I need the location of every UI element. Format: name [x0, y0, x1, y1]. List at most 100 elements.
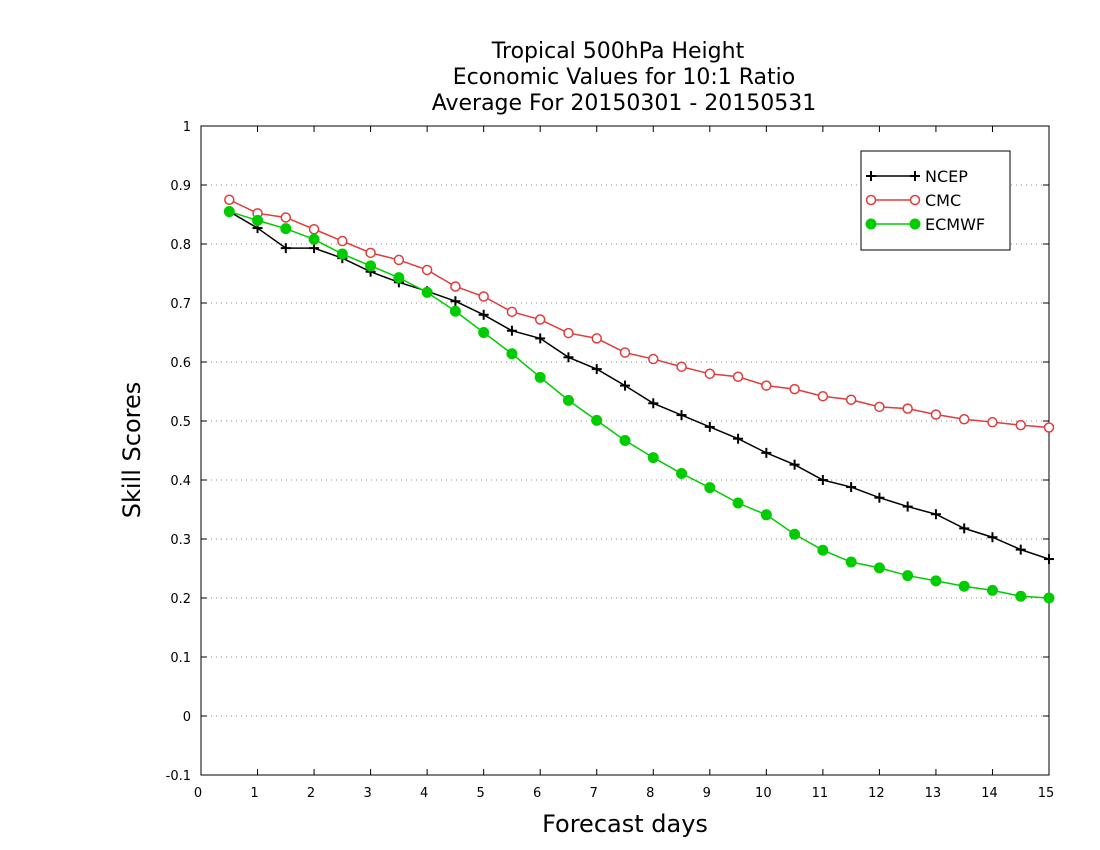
x-tick-label: 10: [755, 786, 772, 801]
data-point-ecmwf: [704, 482, 716, 494]
x-tick-label: 8: [646, 786, 654, 801]
data-point-ncep: [959, 523, 970, 534]
x-axis-label: Forecast days: [542, 810, 708, 838]
data-point-cmc: [789, 383, 800, 395]
legend-label-ncep: NCEP: [925, 167, 968, 186]
data-point-ecmwf: [619, 434, 631, 446]
data-point-ncep: [563, 352, 574, 363]
data-point-ecmwf: [986, 584, 998, 596]
data-point-ncep: [902, 501, 913, 512]
data-point-cmc: [421, 264, 433, 276]
data-point-ncep: [676, 410, 687, 421]
data-point-cmc: [761, 380, 772, 391]
data-point-cmc: [732, 371, 744, 382]
data-point-ecmwf: [562, 394, 574, 406]
y-tick-label: 0.2: [170, 592, 191, 607]
series-line-ncep: [228, 210, 1050, 560]
data-point-ecmwf: [393, 272, 405, 284]
data-point-ncep: [817, 475, 828, 485]
data-point-ecmwf: [930, 575, 942, 587]
x-tick-label: 15: [1038, 786, 1055, 801]
x-tick-label: 11: [812, 786, 829, 801]
data-point-ecmwf: [534, 371, 546, 383]
data-point-cmc: [280, 212, 292, 223]
data-point-ecmwf: [902, 570, 914, 582]
data-point-ncep: [704, 421, 715, 432]
data-point-ecmwf: [817, 544, 829, 556]
legend-marker-ecmwf: [865, 218, 877, 230]
data-point-ncep: [648, 398, 659, 409]
data-point-cmc: [817, 390, 829, 402]
legend-marker-cmc: [909, 194, 921, 206]
grid-lines: [201, 184, 1049, 717]
data-point-ncep: [506, 325, 517, 336]
series-ecmwf: [223, 206, 1055, 604]
y-tick-label: 1: [183, 120, 191, 135]
data-point-cmc: [1043, 422, 1055, 433]
data-point-cmc: [958, 413, 970, 425]
data-point-ecmwf: [873, 562, 885, 574]
data-point-ecmwf: [280, 223, 292, 235]
x-tick-label: 9: [703, 786, 711, 801]
data-point-ecmwf: [591, 414, 603, 426]
data-point-ecmwf: [365, 260, 377, 272]
data-point-ecmwf: [336, 248, 348, 260]
data-point-ncep: [846, 482, 857, 493]
x-axis: 0 1 2 3 4 5 6 7 8 9 10 11 12 13 14 15: [194, 126, 1054, 801]
data-point-cmc: [1015, 419, 1026, 431]
data-point-ecmwf: [421, 286, 433, 298]
data-point-ncep: [761, 447, 772, 458]
x-tick-label: 13: [925, 786, 942, 801]
data-point-ecmwf: [760, 509, 772, 521]
x-tick-label: 1: [250, 786, 258, 801]
title-line-2: Economic Values for 10:1 Ratio: [453, 65, 795, 90]
data-point-ncep: [591, 364, 602, 375]
x-tick-label: 5: [477, 786, 485, 801]
data-point-ncep: [874, 492, 885, 503]
data-point-ncep: [987, 532, 998, 543]
data-point-ncep: [450, 296, 461, 307]
data-point-ecmwf: [1015, 590, 1027, 602]
data-point-ecmwf: [845, 556, 857, 568]
data-point-ecmwf: [506, 348, 518, 360]
data-point-ncep: [535, 333, 546, 344]
chart-title: Tropical 500hPa Height Economic Values f…: [432, 39, 817, 116]
data-point-ecmwf: [308, 233, 320, 245]
legend-label-ecmwf: ECMWF: [925, 215, 985, 234]
data-point-ncep: [733, 433, 744, 444]
legend-marker-ncep: [910, 171, 920, 181]
y-tick-label: 0.6: [170, 356, 191, 371]
x-tick-label: 12: [868, 786, 885, 801]
data-point-cmc: [365, 247, 376, 259]
data-point-ecmwf: [1043, 592, 1055, 604]
x-tick-label: 14: [981, 786, 998, 801]
data-point-ecmwf: [676, 468, 688, 480]
data-point-ncep: [620, 380, 630, 391]
series-cmc: [224, 194, 1055, 433]
data-point-cmc: [845, 394, 857, 406]
data-point-cmc: [648, 353, 659, 365]
title-line-1: Tropical 500hPa Height: [491, 39, 745, 64]
y-tick-label: 0.9: [170, 179, 191, 194]
data-point-ecmwf: [252, 214, 264, 226]
series-line-ecmwf: [229, 210, 1050, 599]
y-tick-label: 0.8: [170, 238, 191, 253]
data-point-ecmwf: [958, 580, 970, 592]
series-ncep: [224, 206, 1054, 565]
data-point-cmc: [393, 254, 405, 266]
data-point-cmc: [704, 368, 716, 380]
x-tick-label: 7: [590, 786, 598, 801]
legend-label-cmc: CMC: [925, 191, 961, 210]
y-tick-label: 0.5: [170, 415, 191, 430]
data-point-ecmwf: [478, 327, 490, 338]
data-point-cmc: [987, 416, 998, 428]
data-point-ecmwf: [449, 305, 461, 317]
data-point-cmc: [450, 281, 461, 292]
data-point-ncep: [280, 243, 291, 254]
x-tick-label: 2: [307, 786, 315, 801]
data-point-ncep: [478, 309, 489, 320]
x-tick-label: 4: [420, 786, 428, 801]
data-point-cmc: [619, 347, 631, 358]
x-tick-label: 3: [363, 786, 371, 801]
